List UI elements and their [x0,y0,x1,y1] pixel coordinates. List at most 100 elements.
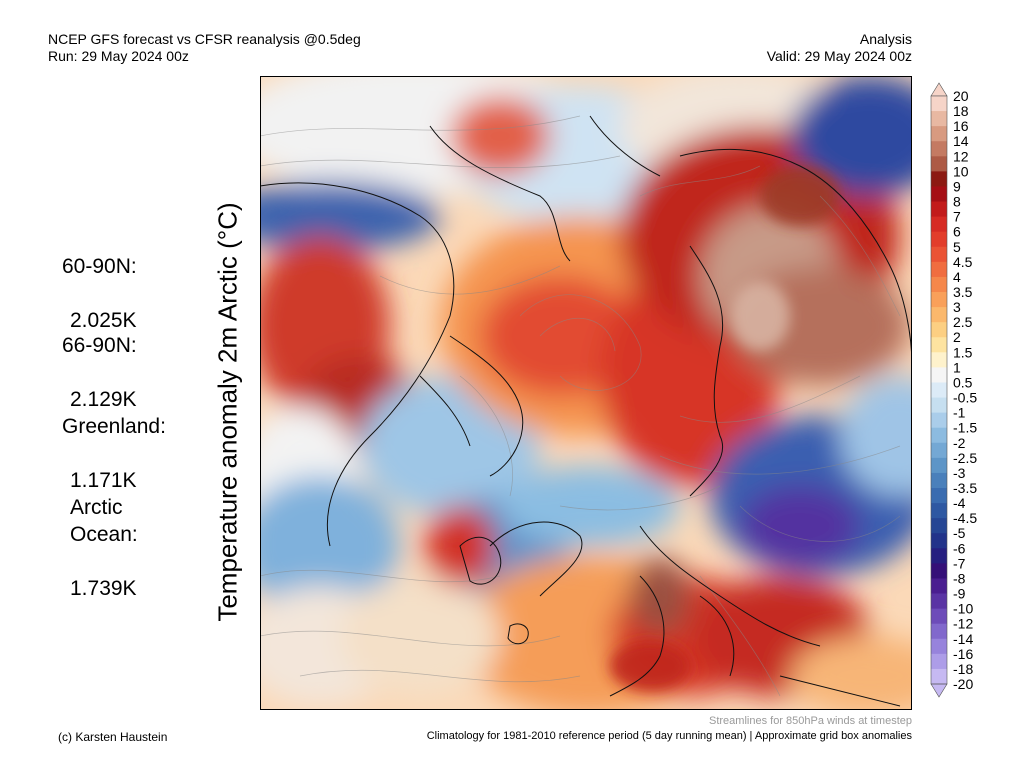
colorbar-tick-label: 9 [953,178,961,194]
credit: (c) Karsten Haustein [58,730,168,744]
stat-value: 2.025K [70,309,137,332]
colorbar-tick-label: -20 [953,676,973,692]
colorbar-swatch [931,246,947,263]
colorbar-swatch [931,653,947,670]
colorbar-border [930,95,948,685]
colorbar-swatch [931,126,947,142]
colorbar-tick-label: 6 [953,224,961,240]
colorbar-swatch [931,397,947,414]
stat-value: 1.739K [70,577,137,600]
colorbar-tick-label: -5 [953,525,966,541]
colorbar-tick-label: 4.5 [953,254,973,270]
valid-time: Valid: 29 May 2024 00z [766,48,912,64]
colorbar-tick-label: 8 [953,194,961,210]
stat-60-90n: 60-90N: 2.025K [62,226,137,361]
colorbar-tick-label: 14 [953,133,969,149]
colorbar-tick-label: -9 [953,586,966,602]
colorbar-swatch [931,412,947,429]
colorbar-tick-label: -3 [953,465,966,481]
stat-label: 66-90N: [62,334,137,357]
colorbar-swatch [931,111,947,127]
colorbar-swatch [931,578,947,594]
colorbar-arrow-down [930,683,948,698]
colorbar-tick-label: -12 [953,616,973,632]
colorbar-swatch [931,518,947,534]
anomaly-map [260,76,912,710]
colorbar-tick-label: 0.5 [953,374,973,390]
stat-label: Greenland: [62,415,166,438]
run-time: Run: 29 May 2024 00z [48,48,189,64]
colorbar-swatch [931,608,947,625]
colorbar-tick-label: 3 [953,299,961,315]
stat-value: 1.171K [70,469,137,492]
colorbar: 201816141210987654.543.532.521.510.5-0.5… [930,82,977,698]
colorbar-swatch [931,668,947,685]
colorbar-swatch [931,503,947,519]
stat-value: 2.129K [70,388,137,411]
colorbar-tick-label: -18 [953,661,973,677]
colorbar-tick-label: -14 [953,631,973,647]
colorbar-tick-label: -6 [953,540,966,556]
colorbar-tick-label: -4 [953,495,966,511]
colorbar-swatch [931,442,947,459]
colorbar-swatch [931,231,947,248]
stat-greenland: Greenland: 1.171K [62,386,166,521]
stat-arctic-ocean: Arctic Ocean: 1.739K [70,467,138,629]
colorbar-swatch [931,563,947,579]
colorbar-swatch [931,216,947,233]
colorbar-tick-label: 7 [953,209,961,225]
colorbar-tick-label: -1 [953,405,966,421]
title-left: NCEP GFS forecast vs CFSR reanalysis @0.… [48,31,361,47]
colorbar-tick-label: 16 [953,118,969,134]
colorbar-tick-label: 3.5 [953,284,973,300]
colorbar-swatch [931,382,947,398]
stat-label: 60-90N: [62,255,137,278]
colorbar-arrow-up [930,82,948,97]
colorbar-tick-label: -3.5 [953,480,977,496]
colorbar-swatch [931,352,947,368]
colorbar-tick-label: 20 [953,88,969,104]
climatology-note: Climatology for 1981-2010 reference peri… [426,730,912,742]
colorbar-swatch [931,292,947,308]
colorbar-swatch [931,427,947,444]
colorbar-tick-label: 2.5 [953,314,973,330]
colorbar-swatch [931,307,947,323]
colorbar-swatch [931,96,947,112]
colorbar-swatch [931,156,947,172]
colorbar-ticks: 201816141210987654.543.532.521.510.5-0.5… [953,88,977,692]
colorbar-tick-label: -16 [953,646,973,662]
colorbar-tick-label: 18 [953,103,969,119]
colorbar-swatch [931,322,947,338]
colorbar-tick-label: 5 [953,239,961,255]
colorbar-swatch [931,276,947,293]
stat-label: Arctic Ocean: [70,496,138,546]
colorbar-tick-label: -8 [953,570,966,586]
colorbar-swatch [931,533,947,549]
colorbar-swatch [931,457,947,474]
colorbar-swatch [931,171,947,187]
colorbar-swatch [931,337,947,353]
colorbar-swatch [931,186,947,202]
colorbar-tick-label: 10 [953,163,969,179]
colorbar-swatch [931,472,947,489]
coastlines [260,115,912,707]
colorbar-swatch [931,367,947,383]
colorbar-swatch [931,261,947,278]
colorbar-swatch [931,548,947,564]
axis-label: Temperature anomaly 2m Arctic (°C) [212,202,243,622]
colorbar-tick-label: -0.5 [953,390,977,406]
colorbar-tick-label: 4 [953,269,961,285]
colorbar-tick-label: 12 [953,148,969,164]
stat-66-90n: 66-90N: 2.129K [62,305,137,440]
colorbar-swatches [930,82,948,698]
colorbar-swatch [931,201,947,218]
colorbar-swatch [931,638,947,655]
analysis-label: Analysis [859,31,912,47]
colorbar-tick-label: 1.5 [953,344,973,360]
colorbar-swatch [931,141,947,157]
colorbar-tick-label: 2 [953,329,961,345]
colorbar-tick-label: -10 [953,601,973,617]
colorbar-swatch [931,623,947,640]
colorbar-tick-label: -2 [953,435,966,451]
streamlines [260,115,901,697]
